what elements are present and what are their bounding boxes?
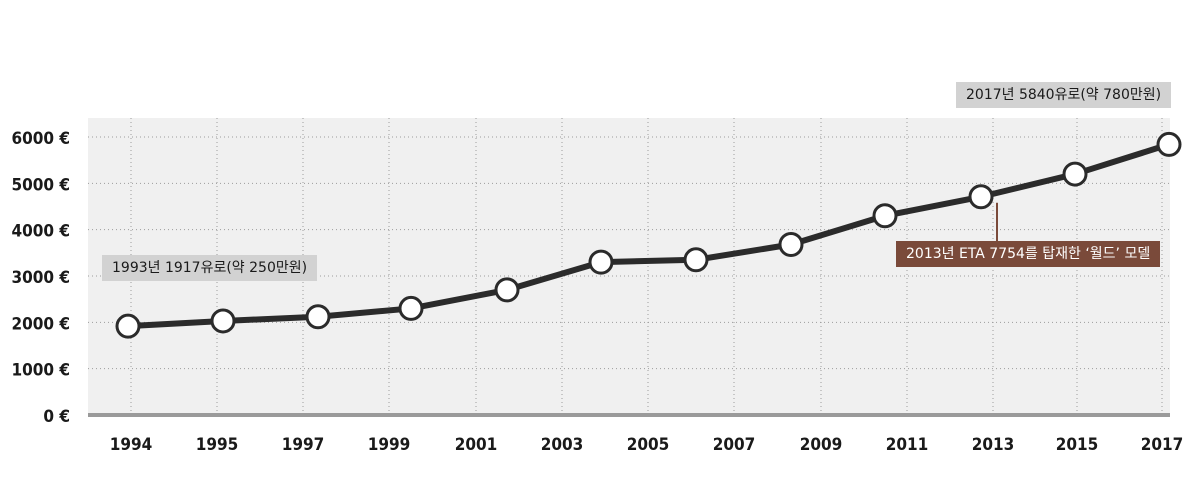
x-tick-label: 1994 bbox=[110, 435, 153, 455]
annotation-2013: 2013년 ETA 7754를 탑재한 ‘월드’ 모델 bbox=[896, 241, 1161, 267]
x-tick-label: 2005 bbox=[627, 435, 670, 455]
data-points bbox=[115, 131, 1182, 339]
data-point bbox=[115, 313, 141, 339]
y-tick-label: 1000 € bbox=[11, 361, 70, 381]
x-tick-label: 2017 bbox=[1141, 435, 1184, 455]
data-point bbox=[968, 184, 994, 210]
y-tick-label: 2000 € bbox=[11, 314, 70, 334]
x-tick-label: 1997 bbox=[282, 435, 325, 455]
x-axis-labels: 1994 1995 1997 1999 2001 2003 2005 2007 2009 2011… bbox=[110, 435, 1184, 455]
y-tick-label: 5000 € bbox=[11, 175, 70, 195]
data-point bbox=[494, 277, 520, 303]
x-tick-label: 2009 bbox=[800, 435, 843, 455]
data-point bbox=[588, 249, 614, 275]
data-point bbox=[1156, 131, 1182, 157]
x-tick-label: 2007 bbox=[713, 435, 756, 455]
y-tick-label: 0 € bbox=[43, 407, 70, 427]
data-point bbox=[398, 295, 424, 321]
x-tick-label: 2011 bbox=[886, 435, 929, 455]
series-line bbox=[125, 141, 1172, 330]
x-tick-label: 2001 bbox=[455, 435, 498, 455]
data-point bbox=[210, 308, 236, 334]
data-point bbox=[683, 247, 709, 273]
data-point bbox=[305, 304, 331, 330]
data-point bbox=[778, 231, 804, 257]
x-tick-label: 1999 bbox=[368, 435, 411, 455]
annotation-2017: 2017년 5840유로(약 780만원) bbox=[956, 82, 1172, 108]
annotation-1993: 1993년 1917유로(약 250만원) bbox=[102, 255, 318, 281]
data-point bbox=[872, 203, 898, 229]
y-tick-label: 4000 € bbox=[11, 222, 70, 242]
data-point bbox=[1062, 161, 1088, 187]
x-tick-label: 2003 bbox=[541, 435, 584, 455]
x-tick-label: 2015 bbox=[1056, 435, 1099, 455]
x-tick-label: 2013 bbox=[972, 435, 1015, 455]
y-tick-label: 6000 € bbox=[11, 129, 70, 149]
y-tick-label: 3000 € bbox=[11, 268, 70, 288]
x-tick-label: 1995 bbox=[196, 435, 239, 455]
y-axis-labels: 0 € 1000 € 2000 € 3000 € 4000 € 5000 € 6000 € bbox=[11, 129, 70, 427]
